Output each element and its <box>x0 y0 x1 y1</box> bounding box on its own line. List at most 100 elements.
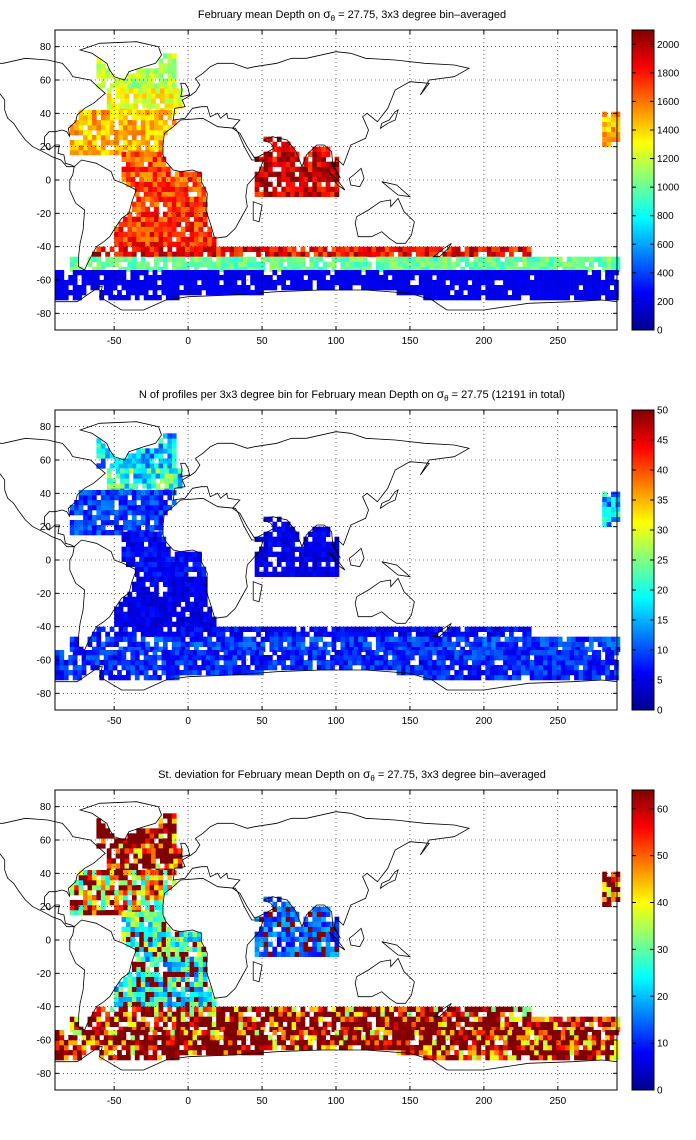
data-cell <box>509 256 514 262</box>
data-cell <box>451 626 457 632</box>
data-cell <box>405 665 411 671</box>
data-cell <box>216 626 221 632</box>
data-cell <box>597 256 603 262</box>
data-cell <box>59 650 65 656</box>
data-cell <box>429 636 434 642</box>
data-cell <box>529 650 535 656</box>
data-cell <box>118 110 124 116</box>
data-cell <box>100 823 106 829</box>
data-cell <box>312 186 318 192</box>
data-cell <box>63 660 69 666</box>
data-cell <box>427 275 433 281</box>
data-cell <box>316 566 322 572</box>
data-cell <box>183 650 189 656</box>
data-cell <box>325 285 331 291</box>
data-cell <box>183 941 189 947</box>
data-cell <box>299 176 304 182</box>
data-cell <box>259 665 264 671</box>
data-cell <box>228 280 233 286</box>
data-cell <box>167 53 173 59</box>
data-cell <box>188 655 193 661</box>
data-cell <box>127 986 133 992</box>
data-cell <box>127 996 133 1002</box>
data-cell <box>136 458 142 464</box>
data-cell <box>131 216 137 222</box>
data-cell <box>105 641 111 647</box>
data-cell <box>313 631 319 637</box>
data-cell <box>420 1006 426 1012</box>
data-cell <box>325 941 331 947</box>
data-cell <box>241 290 247 296</box>
data-cell <box>560 275 566 281</box>
data-cell <box>316 526 322 532</box>
data-cell <box>214 275 220 281</box>
data-cell <box>316 561 322 567</box>
data-cell <box>287 261 292 267</box>
data-cell <box>154 991 159 997</box>
data-cell <box>538 295 544 301</box>
data-cell <box>128 88 134 94</box>
data-cell <box>192 285 198 291</box>
data-cell <box>375 256 381 262</box>
data-cell <box>185 221 190 227</box>
data-cell <box>140 236 146 242</box>
data-cell <box>123 505 128 511</box>
data-cell <box>299 186 304 192</box>
data-cell <box>106 853 112 859</box>
data-cell <box>162 433 168 439</box>
data-cell <box>560 660 566 666</box>
data-cell <box>334 280 340 286</box>
data-cell <box>174 171 180 177</box>
data-cell <box>322 1011 328 1017</box>
data-cell <box>384 646 390 652</box>
data-cell <box>161 290 167 296</box>
data-cell <box>131 525 137 531</box>
data-cell <box>118 115 124 121</box>
data-cell <box>615 516 621 522</box>
data-cell <box>196 551 202 557</box>
data-cell <box>467 275 473 281</box>
data-cell <box>405 290 411 296</box>
data-cell <box>160 98 165 104</box>
data-cell <box>74 646 79 652</box>
data-cell <box>136 226 142 232</box>
data-cell <box>157 181 162 187</box>
data-cell <box>154 510 159 516</box>
data-cell <box>69 1016 75 1022</box>
data-cell <box>161 536 167 542</box>
data-cell <box>176 961 182 967</box>
data-cell <box>321 916 326 922</box>
data-cell <box>189 236 195 242</box>
data-cell <box>158 631 164 637</box>
data-cell <box>334 660 340 666</box>
data-cell <box>179 660 184 666</box>
data-cell <box>136 591 142 597</box>
data-cell <box>207 1001 213 1007</box>
data-cell <box>318 251 323 257</box>
data-cell <box>535 266 541 272</box>
data-cell <box>198 606 204 612</box>
data-cell <box>211 996 217 1002</box>
data-cell <box>154 981 159 987</box>
data-cell <box>285 546 291 552</box>
data-cell <box>316 151 322 157</box>
data-cell <box>114 606 119 612</box>
data-cell <box>216 631 221 637</box>
data-cell <box>130 941 136 947</box>
data-cell <box>179 655 184 661</box>
data-cell <box>477 256 483 262</box>
data-cell <box>353 641 359 647</box>
data-cell <box>179 941 184 947</box>
data-cell <box>522 266 528 272</box>
data-cell <box>123 875 128 881</box>
data-cell <box>105 880 111 886</box>
data-cell <box>149 833 155 839</box>
data-cell <box>464 256 470 262</box>
data-cell <box>276 556 282 562</box>
data-cell <box>149 78 155 84</box>
data-cell <box>272 951 278 957</box>
data-cell <box>278 261 284 267</box>
data-cell <box>152 546 158 552</box>
data-cell <box>485 675 491 681</box>
